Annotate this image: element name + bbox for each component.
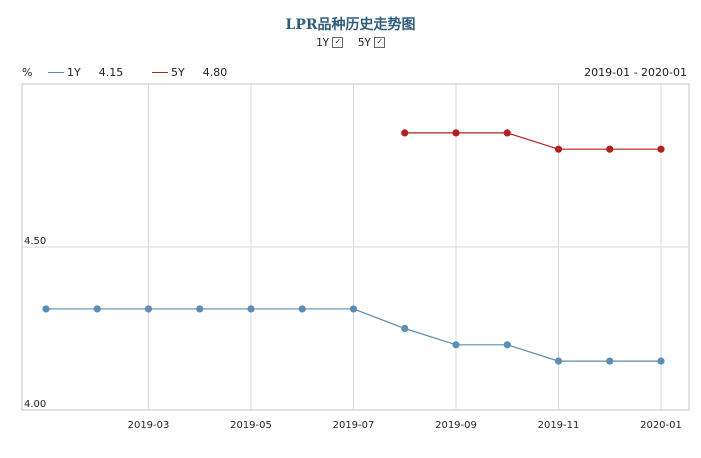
legend-name-1y: 1Y <box>67 66 81 79</box>
toggle-5y-label: 5Y <box>357 36 372 49</box>
legend-row: % 1Y 4.15 5Y 4.80 2019-01 - 2020-01 <box>0 66 701 80</box>
x-tick-label: 2019-07 <box>333 420 375 431</box>
legend-item-5y: 5Y 4.80 <box>152 66 227 79</box>
data-point-5y <box>452 129 460 137</box>
data-point-5y <box>503 129 511 137</box>
toggle-5y[interactable]: 5Y ✓ <box>357 36 386 49</box>
data-point-1y <box>298 305 306 313</box>
toggle-1y-label: 1Y <box>315 36 330 49</box>
chart-title: LPR品种历史走势图 <box>285 17 416 33</box>
data-point-1y <box>401 324 409 333</box>
data-point-1y <box>657 357 665 365</box>
checkbox-checked-icon[interactable]: ✓ <box>332 37 344 48</box>
legend-item-1y: 1Y 4.15 <box>48 66 123 79</box>
data-point-5y <box>606 145 614 153</box>
data-point-5y <box>401 129 409 137</box>
date-range: 2019-01 - 2020-01 <box>584 66 687 79</box>
series-line-5y <box>404 132 661 150</box>
legend-value-5y: 4.80 <box>202 66 228 79</box>
data-point-1y <box>42 305 50 313</box>
legend-value-1y: 4.15 <box>98 66 124 79</box>
data-point-1y <box>606 357 614 365</box>
x-tick-label: 2020-01 <box>640 420 682 431</box>
x-tick-label: 2019-11 <box>538 420 580 431</box>
legend-line-1y <box>48 72 64 73</box>
checkbox-checked-icon[interactable]: ✓ <box>374 37 386 48</box>
data-point-5y <box>657 145 665 153</box>
legend-line-5y <box>152 72 168 73</box>
data-point-1y <box>503 341 511 349</box>
y-tick-label: 4.50 <box>24 236 46 247</box>
unit-label: % <box>22 66 33 79</box>
data-point-5y <box>554 145 563 153</box>
x-tick-label: 2019-05 <box>230 420 272 431</box>
x-tick-label: 2019-09 <box>435 420 477 431</box>
toggle-1y[interactable]: 1Y ✓ <box>315 36 344 49</box>
data-point-1y <box>93 305 101 313</box>
legend-name-5y: 5Y <box>171 66 185 79</box>
y-tick-label: 4.00 <box>24 399 46 410</box>
x-tick-label: 2019-03 <box>128 420 170 431</box>
data-point-1y <box>247 305 255 313</box>
data-point-1y <box>554 357 563 365</box>
series-toggles: 1Y ✓ 5Y ✓ <box>0 36 701 49</box>
data-point-1y <box>349 305 358 313</box>
data-point-1y <box>144 305 153 313</box>
data-point-1y <box>196 305 204 313</box>
data-point-1y <box>452 341 460 349</box>
